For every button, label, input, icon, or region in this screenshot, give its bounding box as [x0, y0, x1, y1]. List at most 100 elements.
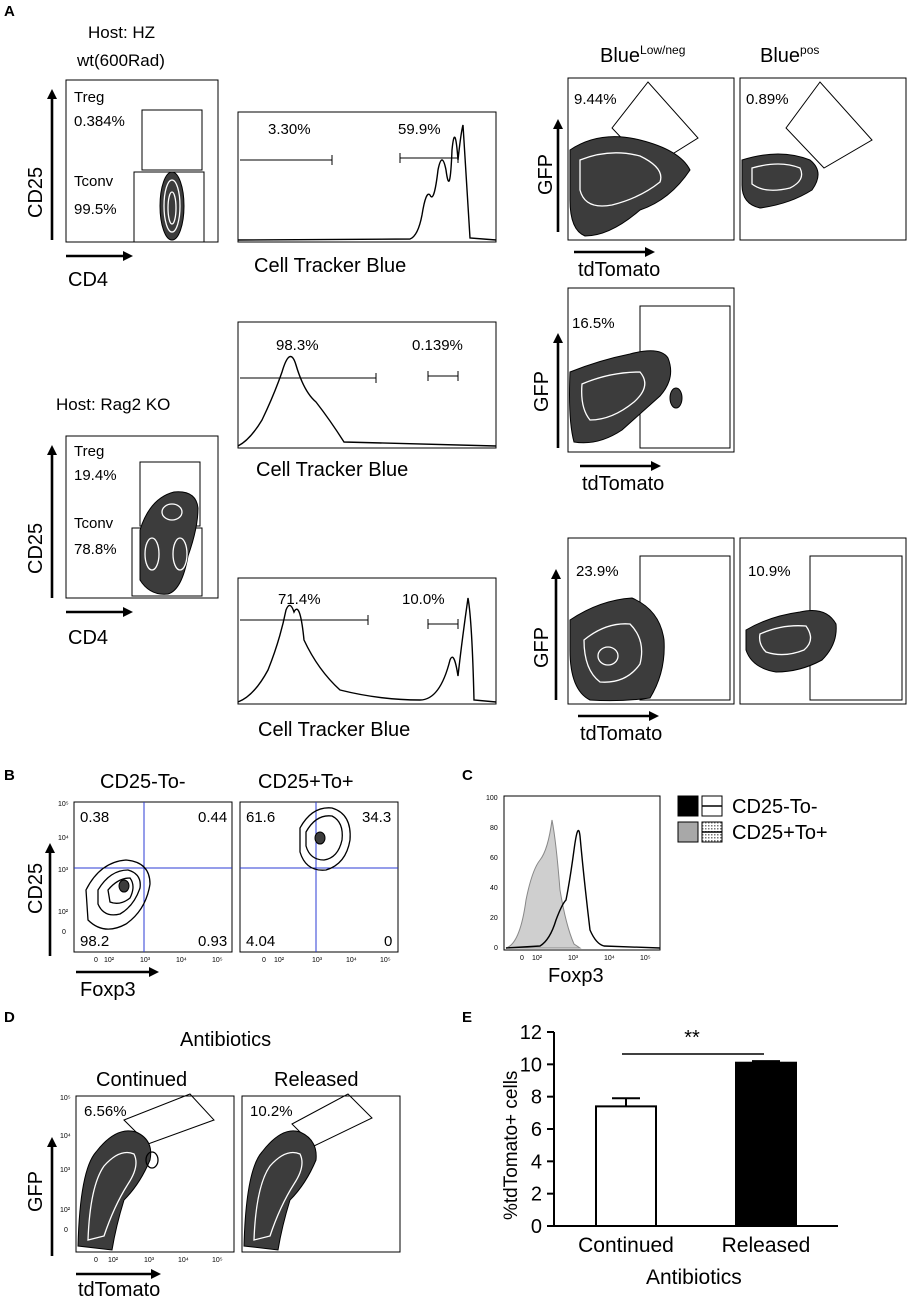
c-xtick-4: 10⁴ [604, 955, 615, 962]
rag-gfp1-y-label: GFP [531, 371, 553, 412]
bar-ytick-label: 6 [531, 1119, 542, 1141]
legend-cd25-pos-grey [677, 821, 699, 843]
c-curve-cd25-pos [505, 819, 582, 949]
host-hz-subtitle: wt(600Rad) [76, 51, 165, 70]
legend-label-cd25-pos: CD25+To+ [732, 822, 828, 844]
b-xtick-2: 10² [104, 957, 115, 964]
c-xtick-2: 10² [532, 955, 543, 962]
panel-b-letter: B [4, 767, 15, 784]
rag-ctb-histogram-1 [237, 321, 497, 449]
bar-y-label: %tdTomato+ cells [501, 1071, 522, 1220]
bar-category-label: Released [722, 1234, 811, 1257]
bar-ytick-label: 12 [520, 1022, 542, 1044]
hz-gfp-y-label: GFP [535, 154, 557, 195]
b-left-ur: 0.44 [198, 809, 227, 826]
b-ytick-5: 0 [62, 929, 66, 936]
b-xtick-1: 0 [94, 957, 98, 964]
bar-category-label: Continued [578, 1234, 674, 1257]
bar-released [735, 1061, 797, 1228]
hz-treg-gate [141, 109, 203, 171]
rag-ctb1-left-pct: 98.3% [276, 337, 319, 354]
b-right-plot [239, 801, 399, 953]
b-right-contour [299, 807, 351, 871]
hz-ctb-right-pct: 59.9% [398, 121, 441, 138]
rag-gfp2-left-pct: 23.9% [576, 563, 619, 580]
host-rag-title: Host: Rag2 KO [56, 395, 170, 414]
rag-gfp3-contour [745, 610, 837, 673]
rag-x-label: CD4 [68, 627, 108, 649]
b-r-xtick-5: 10⁵ [380, 957, 391, 964]
b-ytick-2: 10⁴ [58, 835, 69, 842]
hz-gfp-x-label: tdTomato [578, 259, 660, 281]
hz-ctb-curve [237, 124, 497, 241]
hz-gfp-low-contour [569, 136, 691, 237]
panel-e-letter: E [462, 1009, 472, 1026]
legend-label-cd25-neg: CD25-To- [732, 796, 818, 818]
d-xtick-5: 10⁵ [212, 1257, 223, 1264]
rag-ctb2-x-label: Cell Tracker Blue [258, 719, 410, 741]
rag-ctb-curve-2 [237, 597, 497, 703]
b-r-xtick-3: 10³ [312, 957, 323, 964]
rag-ctb-curve-1 [237, 355, 497, 447]
panel-b-title-left: CD25-To- [100, 771, 186, 793]
b-right-ur: 34.3 [362, 809, 391, 826]
b-x-label: Foxp3 [80, 979, 136, 1001]
b-left-lr: 0.93 [198, 933, 227, 950]
bar-ytick-label: 0 [531, 1216, 542, 1238]
c-curve-cd25-neg [505, 829, 661, 949]
host-hz-title: Host: HZ [88, 23, 155, 42]
bar-ytick-label: 8 [531, 1087, 542, 1109]
d-xtick-1: 0 [94, 1257, 98, 1264]
b-y-label: CD25 [25, 863, 47, 914]
c-xtick-3: 10³ [568, 955, 579, 962]
hz-gfp-pos-gate [785, 81, 873, 169]
b-r-xtick-1: 0 [262, 957, 266, 964]
bar-ytick-label: 10 [520, 1054, 542, 1076]
rag-gfp2-x-label: tdTomato [580, 723, 662, 745]
bar-ytick-label: 4 [531, 1151, 542, 1173]
b-left-plot [73, 801, 233, 953]
legend-cd25-neg-solid [677, 795, 699, 817]
b-r-xtick-4: 10⁴ [346, 957, 357, 964]
b-xtick-5: 10⁵ [212, 957, 223, 964]
d-ytick-5: 0 [64, 1227, 68, 1234]
b-left-ll: 98.2 [80, 933, 109, 950]
b-right-ll: 4.04 [246, 933, 275, 950]
hz-gfp-low-pct: 9.44% [574, 91, 617, 108]
c-ytick-1: 100 [486, 795, 498, 802]
hz-treg-label: Treg [74, 89, 104, 106]
b-r-xtick-2: 10² [274, 957, 285, 964]
bar-ytick-label: 2 [531, 1184, 542, 1206]
c-ytick-2: 80 [490, 825, 498, 832]
hz-ctb-left-pct: 3.30% [268, 121, 311, 138]
panel-c-letter: C [462, 767, 473, 784]
bar-significance-label: ** [684, 1027, 700, 1049]
rag-ctb2-left-pct: 71.4% [278, 591, 321, 608]
b-left-ul: 0.38 [80, 809, 109, 826]
panel-a-letter: A [4, 3, 15, 20]
d-ytick-4: 10² [60, 1207, 71, 1214]
b-left-contour [85, 859, 151, 930]
rag-ctb1-right-pct: 0.139% [412, 337, 463, 354]
hz-gfp-pos-pct: 0.89% [746, 91, 789, 108]
rag-gfp2-y-label: GFP [531, 627, 553, 668]
c-ytick-5: 20 [490, 915, 498, 922]
bar-continued [595, 1105, 657, 1228]
b-ytick-1: 10⁵ [58, 801, 69, 808]
panel-d-sub-left: Continued [96, 1069, 187, 1091]
rag-gfp1-x-label: tdTomato [582, 473, 664, 495]
d-right-pct: 10.2% [250, 1103, 293, 1120]
blue-low-header: BlueLow/neg [600, 43, 685, 67]
bar-x-label: Antibiotics [646, 1266, 742, 1289]
rag-ctb2-right-pct: 10.0% [402, 591, 445, 608]
rag-tconv-label: Tconv [74, 515, 114, 532]
b-xtick-4: 10⁴ [176, 957, 187, 964]
c-xtick-5: 10⁵ [640, 955, 651, 962]
hz-tconv-pct: 99.5% [74, 201, 117, 218]
d-ytick-2: 10⁴ [60, 1133, 71, 1140]
hz-ctb-x-label: Cell Tracker Blue [254, 255, 406, 277]
d-ytick-3: 10³ [60, 1167, 71, 1174]
hz-ctb-histogram [237, 111, 497, 243]
c-xtick-1: 0 [520, 955, 524, 962]
d-xtick-2: 10² [108, 1257, 119, 1264]
